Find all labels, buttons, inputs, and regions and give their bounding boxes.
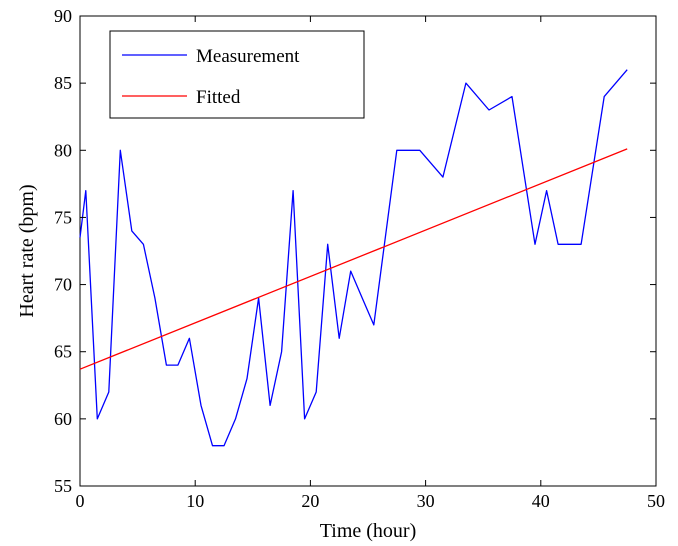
series-line-measurement	[79, 69, 628, 447]
y-axis-label: Heart rate (bpm)	[16, 184, 38, 317]
y-tick-label: 70	[54, 275, 72, 295]
x-tick-label: 20	[301, 491, 319, 511]
y-tick-label: 75	[54, 207, 72, 227]
legend-label-fitted: Fitted	[196, 87, 241, 108]
legend-label-measurement: Measurement	[196, 46, 300, 67]
x-tick-label: 0	[76, 491, 85, 511]
ticks-layer: 0 10 20 30 40 50 55 60 65 70 75 80 85 90	[54, 6, 665, 511]
legend: Measurement Fitted	[109, 30, 365, 119]
y-tick-label: 90	[54, 6, 72, 26]
y-tick-label: 65	[54, 342, 72, 362]
y-tick-label: 80	[54, 140, 72, 160]
y-tick-label: 85	[54, 73, 72, 93]
series-line-fitted	[79, 148, 628, 370]
x-tick-label: 40	[532, 491, 550, 511]
x-tick-label: 50	[647, 491, 665, 511]
x-tick-label: 30	[417, 491, 435, 511]
x-tick-label: 10	[186, 491, 204, 511]
x-axis-label: Time (hour)	[320, 520, 416, 542]
y-tick-label: 55	[54, 476, 72, 496]
y-tick-label: 60	[54, 409, 72, 429]
series-layer	[79, 69, 628, 447]
legend-box	[109, 30, 365, 119]
